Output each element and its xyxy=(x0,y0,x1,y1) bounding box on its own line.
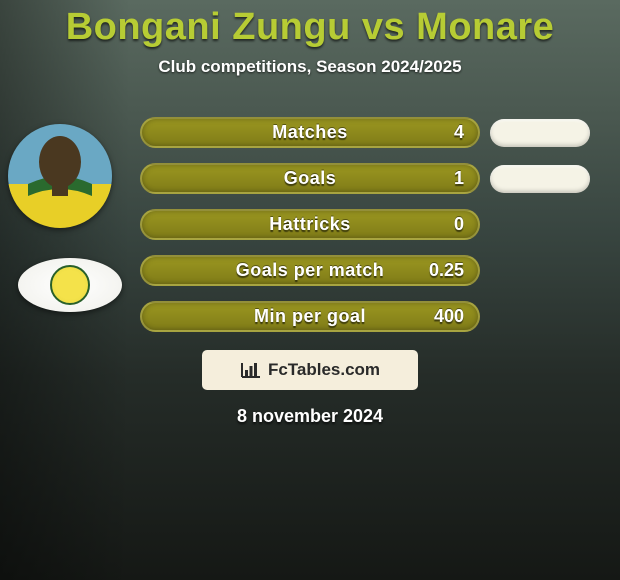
stat-value: 4 xyxy=(454,122,464,143)
stat-value: 400 xyxy=(434,306,464,327)
date-text: 8 november 2024 xyxy=(0,406,620,427)
stat-row: Matches4 xyxy=(0,117,620,148)
stat-label: Matches xyxy=(142,122,478,143)
subtitle: Club competitions, Season 2024/2025 xyxy=(0,57,620,77)
stat-label: Goals xyxy=(142,168,478,189)
stat-pill: Min per goal400 xyxy=(140,301,480,332)
stat-pill: Hattricks0 xyxy=(140,209,480,240)
stat-value: 0.25 xyxy=(429,260,464,281)
stats-rows: Matches4Goals1Hattricks0Goals per match0… xyxy=(0,117,620,332)
comparison-pill xyxy=(490,165,590,193)
comparison-pill xyxy=(490,119,590,147)
stat-label: Hattricks xyxy=(142,214,478,235)
stat-pill: Goals1 xyxy=(140,163,480,194)
stat-row: Hattricks0 xyxy=(0,209,620,240)
page-title: Bongani Zungu vs Monare xyxy=(0,0,620,49)
stat-label: Goals per match xyxy=(142,260,478,281)
stat-row: Goals per match0.25 xyxy=(0,255,620,286)
stat-value: 1 xyxy=(454,168,464,189)
attribution-text: FcTables.com xyxy=(268,360,380,380)
chart-icon xyxy=(240,361,262,379)
stat-value: 0 xyxy=(454,214,464,235)
stat-row: Goals1 xyxy=(0,163,620,194)
stat-row: Min per goal400 xyxy=(0,301,620,332)
stat-pill: Matches4 xyxy=(140,117,480,148)
attribution: FcTables.com xyxy=(202,350,418,390)
stat-label: Min per goal xyxy=(142,306,478,327)
stat-pill: Goals per match0.25 xyxy=(140,255,480,286)
title-text: Bongani Zungu vs Monare xyxy=(66,6,555,48)
